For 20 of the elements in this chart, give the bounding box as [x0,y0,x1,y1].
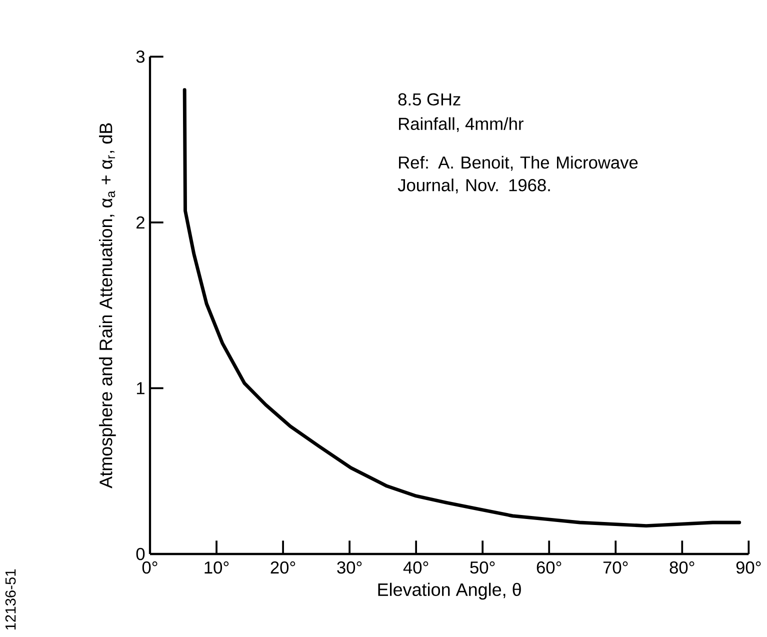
annotation: Ref: A. Benoit, The Microwave Journal, Nov. 1968. [398,156,638,194]
text: 12136-51 [5,569,16,630]
y-tick-label: 2 [136,216,144,228]
x-tick-label: 80° [670,561,694,574]
x-tick-label: 60° [536,561,562,574]
y-tick-label: 1 [136,382,144,394]
x-axis-title: Elevation Angle, θ [378,582,521,600]
x-tick-label: 40° [403,561,428,574]
y-tick-label: 3 [136,50,145,63]
x-tick-label: 0° [142,561,158,574]
x-tick-label: 50° [470,561,495,574]
x-tick-label: 70° [603,561,628,574]
x-tick-label: 90° [736,561,761,574]
annotation: 8.5 GHz [398,93,460,106]
y-axis-title: Atmosphere and Rain Attenuation, α$_{a}$ + α$_{r}$, dB [99,123,116,488]
annotation: Rainfall, 4mm/hr [399,117,524,132]
x-tick-label: 20° [270,561,296,574]
x-tick-label: 30° [337,561,362,574]
y-tick-label: 0 [136,548,145,560]
x-tick-label: 10° [204,561,229,574]
